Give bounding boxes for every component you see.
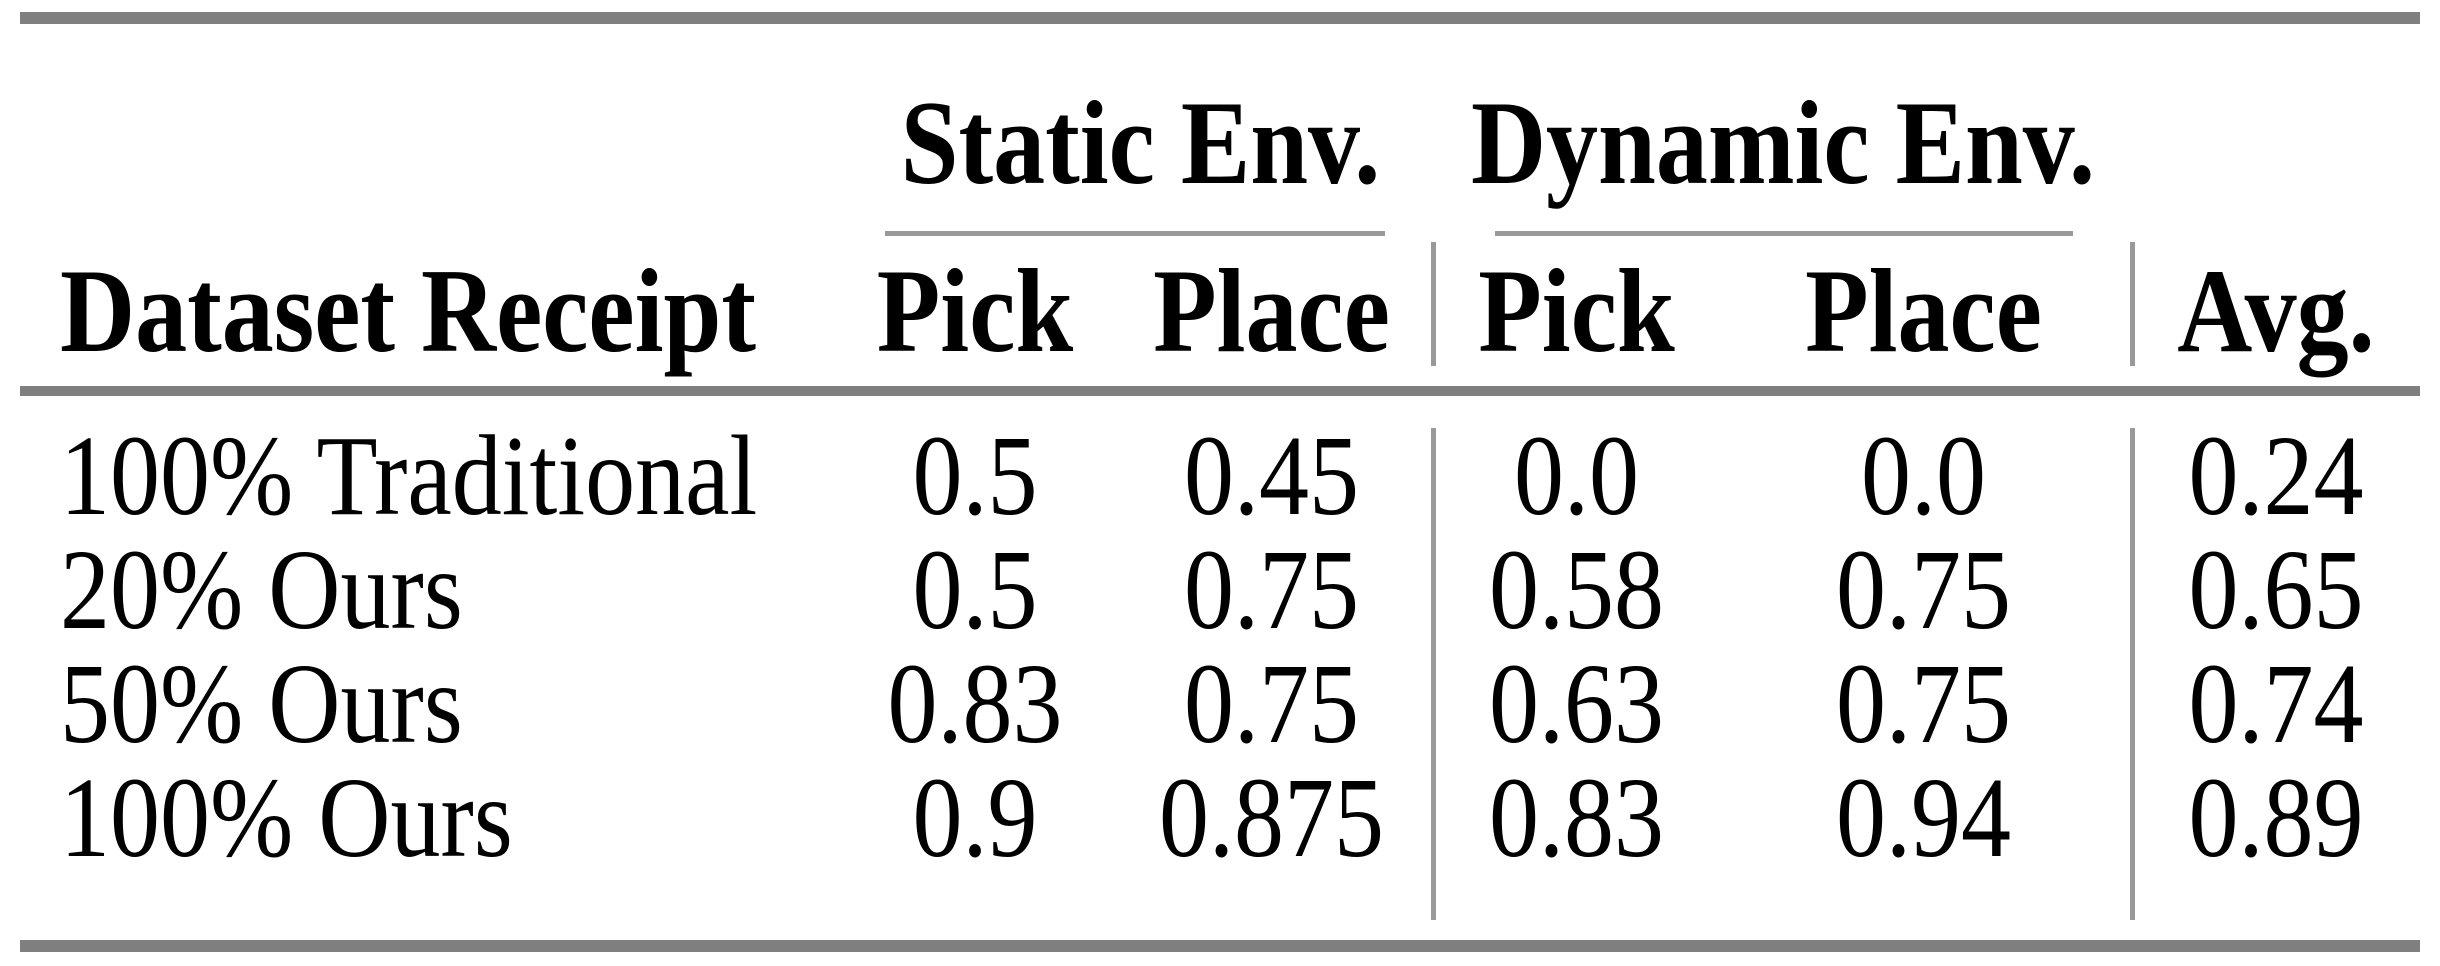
table-row: 50% Ours 0.83 0.75 0.63 0.75 0.74 [0, 639, 2440, 767]
cell-value: 0.94 [1836, 753, 2011, 881]
cell-static-pick: 0.83 [840, 639, 1110, 767]
cell-dynamic-place: 0.0 [1715, 411, 2132, 539]
cell-dynamic-pick: 0.58 [1438, 525, 1715, 653]
column-header-avg-label: Avg. [2177, 245, 2375, 378]
cmidrule-dynamic-env [1495, 231, 2073, 236]
row-label: 20% Ours [60, 525, 845, 653]
top-rule [20, 12, 2420, 24]
column-header-dynamic-place: Place [1715, 237, 2132, 386]
column-header-static-pick: Pick [840, 237, 1110, 386]
cell-value: 0.5 [912, 411, 1038, 539]
cell-static-place: 0.75 [1110, 525, 1433, 653]
column-header-dynamic-place-label: Place [1805, 245, 2042, 378]
cell-value: 0.65 [2188, 525, 2364, 653]
cell-avg: 0.89 [2137, 753, 2415, 881]
table-row: 100% Ours 0.9 0.875 0.83 0.94 0.89 [0, 753, 2440, 881]
cell-value: 0.75 [1184, 525, 1359, 653]
row-label-text: 100% Traditional [60, 411, 758, 539]
cell-value: 0.5 [912, 525, 1038, 653]
column-header-static-place-label: Place [1153, 245, 1390, 378]
vline-dynamic-avg-body [2130, 428, 2135, 920]
group-header-dynamic-env: Dynamic Env. [1433, 55, 2133, 231]
cell-value: 0.0 [1861, 411, 1986, 539]
cell-static-pick: 0.5 [840, 525, 1110, 653]
cell-dynamic-pick: 0.0 [1438, 411, 1715, 539]
vline-static-dynamic-body [1431, 428, 1436, 920]
column-header-dynamic-pick-label: Pick [1478, 245, 1675, 378]
cell-static-pick: 0.5 [840, 411, 1110, 539]
cell-dynamic-pick: 0.83 [1438, 753, 1715, 881]
cell-value: 0.83 [1489, 753, 1664, 881]
group-header-static-env-label: Static Env. [900, 76, 1381, 210]
cell-value: 0.45 [1184, 411, 1359, 539]
cell-static-pick: 0.9 [840, 753, 1110, 881]
row-label-text: 20% Ours [60, 525, 463, 653]
group-header-dynamic-env-label: Dynamic Env. [1470, 76, 2096, 210]
column-header-dataset-receipt-label: Dataset Receipt [60, 245, 756, 378]
cell-dynamic-place: 0.75 [1715, 525, 2132, 653]
cell-value: 0.0 [1514, 411, 1639, 539]
cell-value: 0.58 [1489, 525, 1664, 653]
cell-avg: 0.24 [2137, 411, 2415, 539]
group-header-row: Static Env. Dynamic Env. [0, 55, 2440, 231]
cell-static-place: 0.875 [1110, 753, 1433, 881]
column-header-static-place: Place [1110, 237, 1433, 386]
cell-dynamic-place: 0.94 [1715, 753, 2132, 881]
row-label-text: 100% Ours [60, 753, 513, 881]
table-row: 100% Traditional 0.5 0.45 0.0 0.0 0.24 [0, 411, 2440, 539]
cell-value: 0.75 [1184, 639, 1359, 767]
bottom-rule [20, 940, 2420, 952]
cell-value: 0.24 [2188, 411, 2364, 539]
cell-value: 0.9 [912, 753, 1038, 881]
cmidrule-static-env [885, 231, 1385, 236]
column-header-static-pick-label: Pick [876, 245, 1074, 378]
cell-static-place: 0.45 [1110, 411, 1433, 539]
cell-avg: 0.65 [2137, 525, 2415, 653]
mid-rule [20, 386, 2420, 396]
row-label: 50% Ours [60, 639, 845, 767]
cell-value: 0.83 [887, 639, 1063, 767]
cell-value: 0.74 [2188, 639, 2364, 767]
cell-dynamic-pick: 0.63 [1438, 639, 1715, 767]
column-header-row: Dataset Receipt Pick Place Pick Place Av… [0, 237, 2440, 386]
column-header-dataset-receipt: Dataset Receipt [60, 237, 845, 386]
cell-avg: 0.74 [2137, 639, 2415, 767]
cell-value: 0.75 [1836, 639, 2011, 767]
cell-dynamic-place: 0.75 [1715, 639, 2132, 767]
cell-static-place: 0.75 [1110, 639, 1433, 767]
column-header-avg: Avg. [2137, 237, 2415, 386]
table-row: 20% Ours 0.5 0.75 0.58 0.75 0.65 [0, 525, 2440, 653]
row-label-text: 50% Ours [60, 639, 463, 767]
row-label: 100% Traditional [60, 411, 845, 539]
vline-static-dynamic-header [1431, 242, 1436, 366]
cell-value: 0.875 [1159, 753, 1384, 881]
group-header-static-env: Static Env. [848, 55, 1433, 231]
vline-dynamic-avg-header [2130, 242, 2135, 366]
cell-value: 0.75 [1836, 525, 2011, 653]
cell-value: 0.63 [1489, 639, 1664, 767]
column-header-dynamic-pick: Pick [1438, 237, 1715, 386]
cell-value: 0.89 [2188, 753, 2364, 881]
row-label: 100% Ours [60, 753, 845, 881]
